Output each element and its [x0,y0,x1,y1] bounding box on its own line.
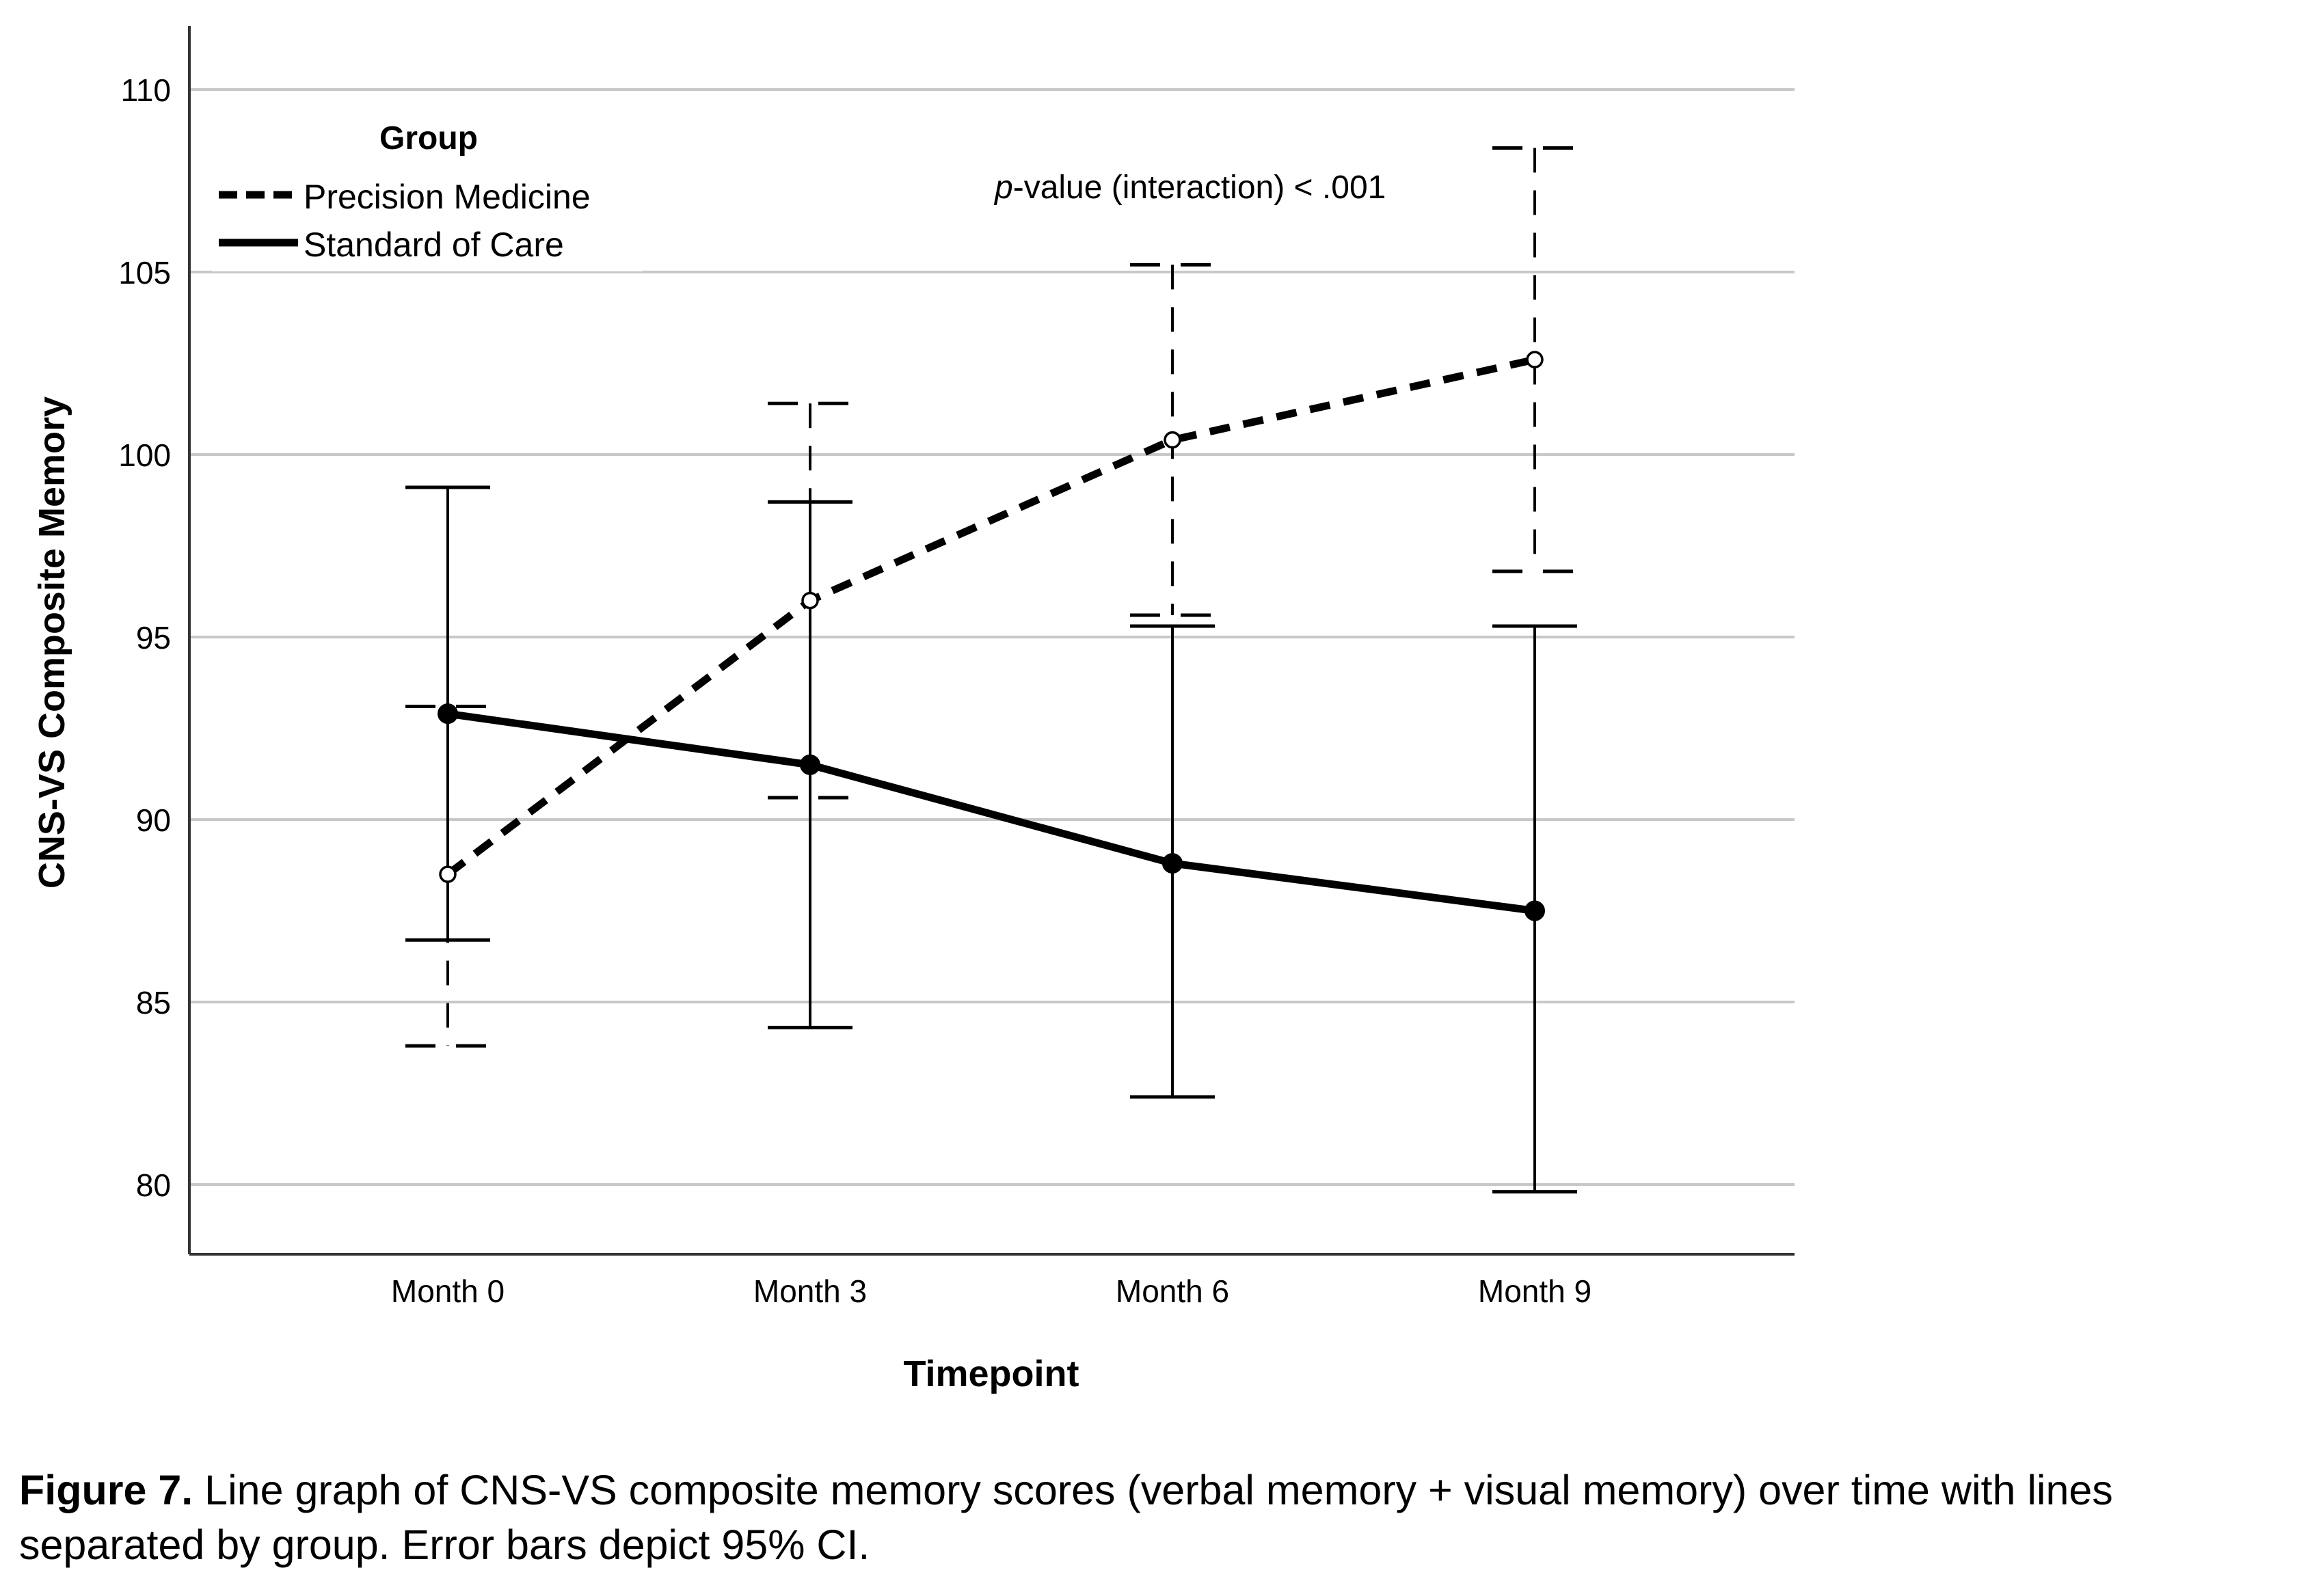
error-bars [405,146,1577,1194]
axes [188,26,1795,1256]
x-tick-label-1: Month 3 [753,1273,867,1309]
point-standard-of-care-0 [438,703,458,725]
y-tick-label-105: 105 [118,255,171,290]
line-precision-medicine [445,355,1536,878]
interaction-annotation: p-value (interaction) < .001 [993,170,1386,206]
caption-text: Line graph of CNS-VS composite memory sc… [19,1467,2113,1568]
caption-label: Figure 7. [19,1467,193,1513]
point-precision-medicine-1 [801,591,819,610]
y-axis-title: CNS-VS Composite Memory [31,396,72,889]
y-tick-label-80: 80 [136,1167,171,1203]
legend-label-precision-medicine: Precision Medicine [304,178,591,216]
y-tick-labels: 80 85 90 95 100 105 110 [118,72,171,1203]
point-standard-of-care-2 [1162,853,1183,874]
legend-label-standard-of-care: Standard of Care [304,226,564,264]
annotation-italic-p: p [993,170,1013,206]
point-precision-medicine-2 [1164,431,1181,449]
x-axis-title: Timepoint [903,1353,1079,1394]
point-standard-of-care-3 [1524,900,1545,921]
x-tick-label-3: Month 9 [1478,1273,1591,1309]
legend: Group Precision Medicine Standard of Car… [212,99,643,271]
y-tick-label-110: 110 [121,72,171,108]
y-tick-label-100: 100 [118,437,171,473]
point-precision-medicine-0 [439,865,457,883]
line-standard-of-care [447,709,1535,915]
x-tick-label-2: Month 6 [1116,1273,1229,1309]
x-tick-labels: Month 0 Month 3 Month 6 Month 9 [391,1273,1591,1309]
x-tick-label-0: Month 0 [391,1273,505,1309]
legend-title: Group [379,120,478,157]
y-tick-label-90: 90 [136,802,171,838]
y-tick-label-85: 85 [136,985,171,1020]
y-tick-label-95: 95 [136,620,171,655]
series-lines [445,355,1536,915]
point-precision-medicine-3 [1526,351,1544,368]
point-standard-of-care-1 [800,754,820,775]
grid-lines [189,88,1795,1186]
series-markers [438,351,1545,921]
annotation-text: -value (interaction) < .001 [1013,170,1386,206]
figure-caption: Figure 7. Line graph of CNS-VS composite… [19,1463,2275,1572]
